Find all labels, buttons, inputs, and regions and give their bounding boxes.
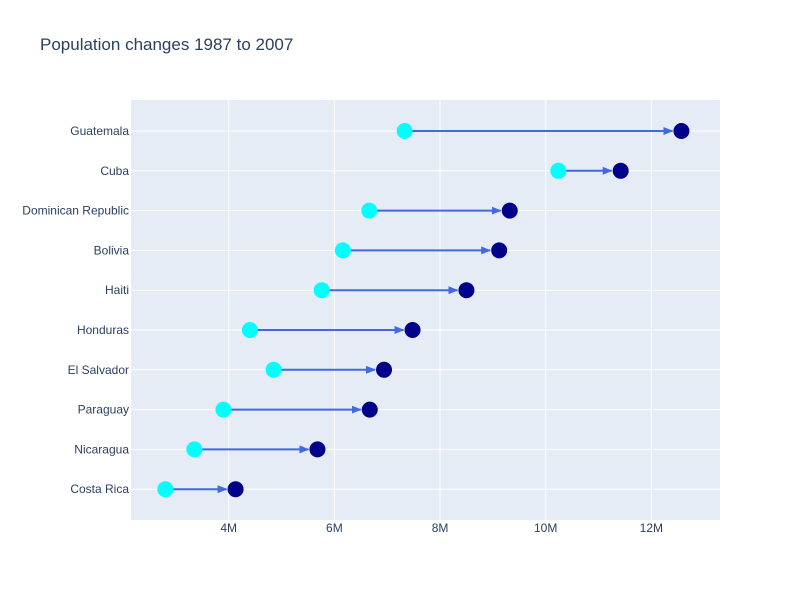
start-point	[313, 282, 330, 299]
y-tick-label: Costa Rica	[70, 482, 129, 496]
y-tick-label: Dominican Republic	[22, 204, 129, 218]
y-tick-label: Haiti	[105, 283, 129, 297]
chart-title: Population changes 1987 to 2007	[40, 35, 293, 54]
y-tick-label: Cuba	[100, 164, 129, 178]
start-point	[361, 202, 378, 219]
end-point	[458, 282, 475, 299]
start-point	[265, 361, 282, 378]
end-point	[501, 202, 518, 219]
start-point	[215, 401, 232, 418]
end-point	[309, 441, 326, 458]
x-tick-label: 12M	[640, 521, 663, 535]
x-axis-labels: 4M 6M 8M 10M 12M	[220, 521, 663, 535]
end-point	[673, 123, 690, 139]
x-tick-label: 6M	[326, 521, 343, 535]
start-point	[241, 322, 258, 338]
end-point	[491, 242, 508, 259]
start-point	[334, 242, 351, 259]
y-tick-label: Bolivia	[94, 243, 130, 257]
x-tick-label: 4M	[220, 521, 237, 535]
end-point	[361, 401, 378, 418]
y-tick-label: Honduras	[77, 323, 129, 337]
y-axis-labels: Costa Rica Nicaragua Paraguay El Salvador Ho…	[22, 124, 129, 496]
start-point	[550, 162, 567, 179]
data-marks	[157, 123, 690, 498]
start-point	[396, 123, 413, 139]
end-point	[376, 361, 393, 378]
y-tick-label: Guatemala	[70, 124, 129, 138]
x-tick-label: 10M	[534, 521, 557, 535]
end-point	[404, 322, 421, 338]
end-point	[227, 481, 244, 498]
y-tick-label: Nicaragua	[74, 442, 129, 456]
y-tick-label: Paraguay	[78, 403, 129, 417]
start-point	[157, 481, 174, 498]
y-tick-label: El Salvador	[68, 363, 129, 377]
x-tick-label: 8M	[432, 521, 449, 535]
start-point	[186, 441, 203, 458]
plot-area	[131, 100, 720, 520]
end-point	[612, 162, 629, 179]
